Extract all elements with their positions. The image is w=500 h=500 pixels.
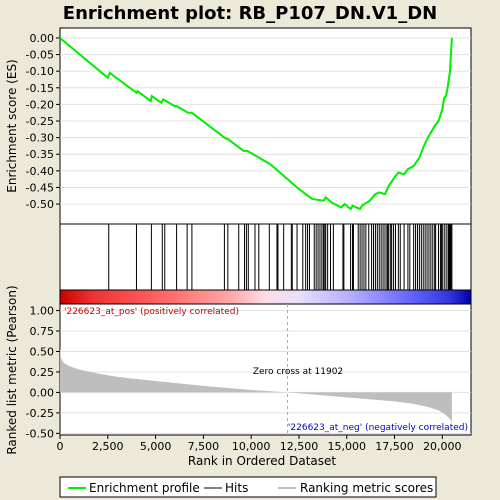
metric-y-tick-label: -0.50 — [26, 427, 54, 440]
x-tick-label: 12,500 — [280, 440, 319, 453]
x-axis: 0 2,500 5,000 7,500 10,000 12,500 15,000 17,500… — [57, 435, 462, 453]
chart-title: Enrichment plot: RB_P107_DN.V1_DN — [63, 3, 437, 24]
es-y-axis: 0.00 -0.05 -0.10 -0.15 -0.20 -0.25 -0.30 -0.35 -… — [26, 32, 60, 211]
x-tick-label: 2,500 — [92, 440, 124, 453]
es-y-tick-label: 0.00 — [30, 32, 55, 45]
es-y-tick-label: -0.25 — [26, 115, 54, 128]
metric-y-tick-label: 0.75 — [30, 325, 55, 338]
es-y-tick-label: -0.35 — [26, 148, 54, 161]
ranking-metric-area — [60, 347, 452, 424]
metric-y-axis: 1.00 0.75 0.50 0.25 0.00 -0.25 -0.50 — [26, 305, 60, 440]
es-plot-area — [59, 27, 472, 225]
es-y-tick-label: -0.15 — [26, 82, 54, 95]
es-y-axis-label: Enrichment score (ES) — [5, 59, 19, 192]
metric-y-tick-label: 0.25 — [30, 366, 55, 379]
legend-enrichment-label: Enrichment profile — [89, 481, 200, 495]
legend-ranking-label: Ranking metric scores — [300, 481, 433, 495]
ranking-color-bar — [59, 289, 472, 305]
x-tick-label: 0 — [57, 440, 64, 453]
hit-markers — [108, 224, 453, 290]
legend — [59, 476, 437, 498]
x-tick-label: 7,500 — [188, 440, 220, 453]
x-tick-label: 5,000 — [140, 440, 172, 453]
zero-cross-label: Zero cross at 11902 — [253, 367, 343, 377]
es-y-tick-label: -0.05 — [26, 49, 54, 62]
es-y-tick-label: -0.40 — [26, 165, 54, 178]
metric-y-tick-label: 0.00 — [30, 386, 55, 399]
x-axis-label: Rank in Ordered Dataset — [188, 454, 336, 468]
x-tick-label: 10,000 — [232, 440, 271, 453]
metric-y-tick-label: 0.50 — [30, 345, 55, 358]
metric-y-tick-label: -0.25 — [26, 407, 54, 420]
legend-hits-label: Hits — [225, 481, 248, 495]
negative-correlation-label: '226623_at_neg' (negatively correlated) — [288, 423, 468, 433]
metric-y-tick-label: 1.00 — [30, 305, 55, 318]
enrichment-profile-line — [59, 37, 453, 211]
es-y-tick-label: -0.20 — [26, 98, 54, 111]
hits-panel — [59, 223, 472, 291]
es-grid — [60, 37, 471, 205]
x-tick-label: 20,000 — [423, 440, 462, 453]
x-tick-label: 15,000 — [327, 440, 366, 453]
metric-y-axis-label: Ranked list metric (Pearson) — [5, 285, 19, 454]
x-tick-label: 17,500 — [375, 440, 414, 453]
es-y-tick-label: -0.10 — [26, 65, 54, 78]
es-y-tick-label: -0.30 — [26, 132, 54, 145]
es-y-tick-label: -0.45 — [26, 181, 54, 194]
positive-correlation-label: '226623_at_pos' (positively correlated) — [64, 307, 239, 317]
es-y-tick-label: -0.50 — [26, 198, 54, 211]
